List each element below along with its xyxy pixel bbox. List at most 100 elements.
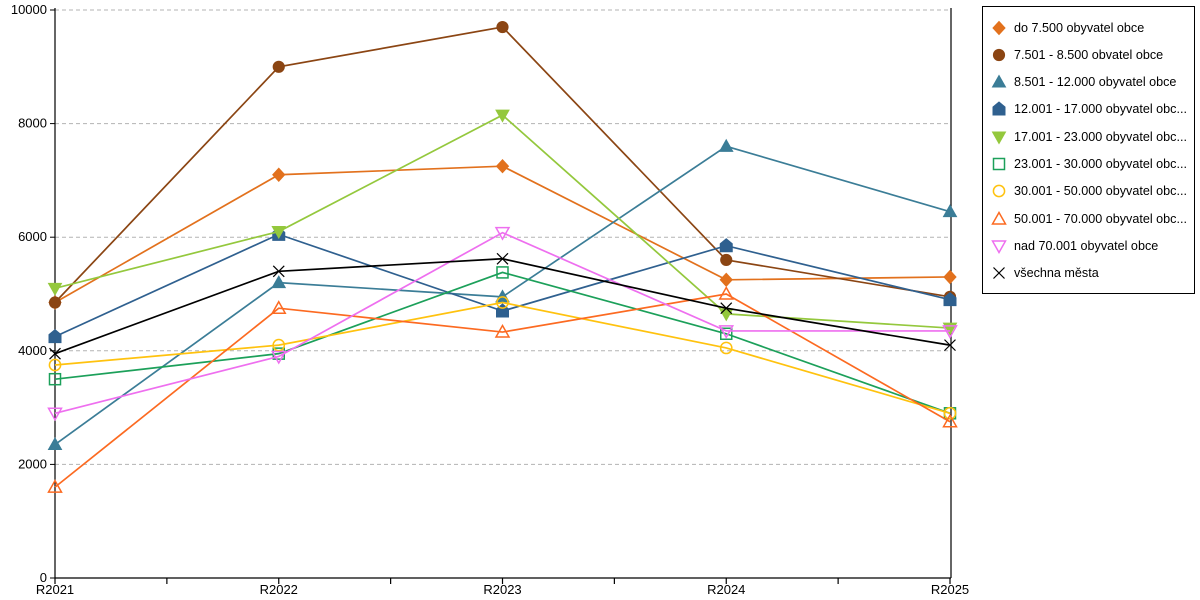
triangle-down-marker-icon [718,325,735,339]
circle-marker-icon [943,406,957,420]
series-9 [49,252,956,360]
series-8 [47,226,958,422]
x-cross-marker-icon [993,267,1005,280]
diamond-marker-icon [943,269,957,285]
circle-marker-icon [48,296,62,309]
triangle-up-marker-icon [718,285,735,300]
triangle-up-marker-icon [270,300,287,314]
legend-item: 30.001 - 50.000 obyvatel obc... [991,178,1188,205]
triangle-down-marker-icon [494,226,511,241]
square-marker-icon [992,157,1006,171]
circle-marker-icon [496,296,509,309]
legend-item: všechna města [991,260,1188,287]
triangle-down-marker-icon [991,131,1007,145]
x-cross-marker-icon [720,302,733,315]
legend-label: všechna města [1014,266,1099,281]
triangle-up-marker-icon [494,324,511,338]
legend-label: 23.001 - 30.000 obyvatel obc... [1014,157,1187,172]
series-line [54,165,951,304]
triangle-up-marker-icon [991,210,1007,225]
triangle-down-marker-icon [495,109,510,123]
triangle-down-marker-icon [942,325,958,339]
legend-label: 30.001 - 50.000 obyvatel obc... [1014,184,1187,199]
legend-item: 12.001 - 17.000 obyvatel obc... [991,96,1188,123]
series-2 [47,138,958,451]
x-cross-marker-icon [49,347,61,360]
y-tick-label: 4000 [18,343,47,358]
square-marker-icon [48,372,62,386]
legend-item: 23.001 - 30.000 obyvatel obc... [991,151,1188,178]
triangle-down-marker-icon [991,240,1007,255]
x-cross-marker-icon [944,339,956,352]
triangle-down-marker-icon [47,282,63,296]
legend-label: 7.501 - 8.500 obvatel obce [1014,47,1164,62]
triangle-up-marker-icon [47,479,63,493]
circle-marker-icon [992,185,1006,198]
y-tick-label: 6000 [18,229,47,244]
triangle-up-marker-icon [991,74,1007,88]
circle-marker-icon [496,20,509,34]
legend-label: 8.501 - 12.000 obyvatel obce [1014,75,1177,90]
legend-item: 17.001 - 23.000 obyvatel obc... [991,123,1188,150]
pentagon-marker-icon [992,101,1006,116]
legend-item: nad 70.001 obyvatel obce [991,233,1188,260]
triangle-down-marker-icon [271,226,287,240]
series-line [54,231,950,415]
x-cross-marker-icon [993,267,1005,280]
circle-marker-icon [992,185,1006,198]
pentagon-marker-icon [943,292,957,307]
legend-item: do 7.500 obyvatel obce [991,14,1188,41]
series-6 [48,296,957,420]
series-line [54,271,951,415]
legend-item: 7.501 - 8.500 obvatel obce [991,41,1188,68]
circle-marker-icon [992,48,1006,61]
y-tick-label: 0 [40,570,47,585]
circle-marker-icon [48,358,62,372]
series-0 [48,158,957,310]
series-line [54,301,951,415]
circle-marker-icon [272,338,286,352]
circle-marker-icon [992,48,1006,61]
y-tick-label: 8000 [18,116,47,131]
x-tick-label: R2024 [707,582,745,597]
series-line [54,233,951,338]
triangle-up-marker-icon [942,413,958,428]
legend-label: do 7.500 obyvatel obce [1014,20,1145,35]
legend-label: 50.001 - 70.000 obyvatel obc... [1014,211,1187,226]
diamond-marker-icon [272,167,286,182]
legend-item: 50.001 - 70.000 obyvatel obc... [991,205,1188,232]
triangle-down-marker-icon [47,407,63,422]
series-4 [47,109,958,336]
triangle-down-marker-icon [991,131,1007,145]
pentagon-marker-icon [719,238,733,253]
triangle-up-marker-icon [718,138,734,152]
diamond-marker-icon [992,20,1006,35]
x-cross-marker-icon [496,252,509,265]
diamond-marker-icon [992,20,1006,35]
circle-marker-icon [272,60,285,73]
diamond-marker-icon [719,272,733,288]
series-1 [48,20,957,309]
y-tick-label: 10000 [11,2,47,17]
legend-label: 12.001 - 17.000 obyvatel obc... [1014,102,1187,117]
series-line [54,293,951,488]
legend-label: 17.001 - 23.000 obyvatel obc... [1014,129,1187,144]
x-cross-marker-icon [272,265,285,278]
triangle-up-marker-icon [47,437,63,451]
x-tick-label: R2023 [483,582,521,597]
legend-item: 8.501 - 12.000 obyvatel obce [991,69,1188,96]
triangle-down-marker-icon [270,350,287,365]
triangle-up-marker-icon [991,74,1007,88]
square-marker-icon [992,157,1006,171]
y-tick-label: 2000 [18,456,47,471]
diamond-marker-icon [495,158,510,174]
x-tick-label: R2025 [931,582,969,597]
square-marker-icon [720,327,733,341]
triangle-down-marker-icon [991,240,1007,255]
series-7 [47,285,958,493]
x-tick-label: R2021 [36,582,74,597]
triangle-up-marker-icon [271,275,287,289]
x-tick-label: R2022 [260,582,298,597]
